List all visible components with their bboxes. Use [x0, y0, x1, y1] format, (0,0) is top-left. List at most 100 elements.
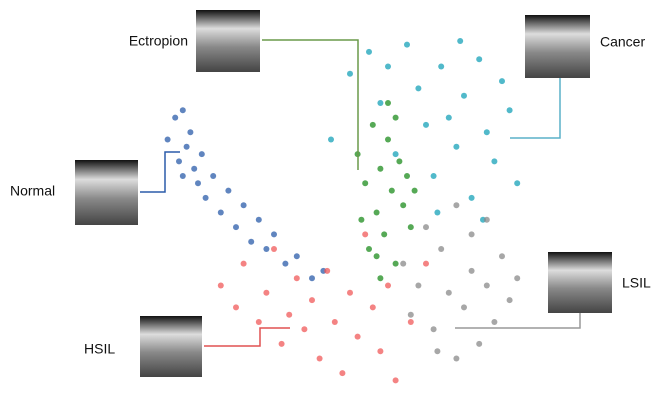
connector	[455, 313, 580, 328]
point	[225, 188, 231, 194]
point	[434, 348, 440, 354]
cluster-label: Normal	[10, 183, 55, 199]
point	[431, 326, 437, 332]
point	[282, 261, 288, 267]
point	[431, 173, 437, 179]
point	[408, 312, 414, 318]
cluster-label: Ectropion	[129, 33, 188, 49]
point	[301, 326, 307, 332]
point	[195, 180, 201, 186]
point	[393, 261, 399, 267]
point	[499, 253, 505, 259]
point	[309, 297, 315, 303]
point	[412, 188, 418, 194]
point	[514, 275, 520, 281]
point	[263, 246, 269, 252]
point	[279, 341, 285, 347]
point	[355, 334, 361, 340]
point	[389, 188, 395, 194]
point	[187, 129, 193, 135]
point	[362, 231, 368, 237]
point	[180, 173, 186, 179]
point	[453, 202, 459, 208]
point	[396, 158, 402, 164]
point	[446, 290, 452, 296]
point	[381, 231, 387, 237]
point	[309, 275, 315, 281]
connector	[204, 328, 290, 346]
point	[461, 304, 467, 310]
point	[415, 283, 421, 289]
point	[434, 210, 440, 216]
point	[165, 137, 171, 143]
point	[191, 166, 197, 172]
point	[370, 304, 376, 310]
point	[393, 115, 399, 121]
point	[358, 217, 364, 223]
point	[453, 356, 459, 362]
point	[256, 319, 262, 325]
point	[385, 100, 391, 106]
point	[203, 195, 209, 201]
point	[476, 56, 482, 62]
point	[233, 304, 239, 310]
thumbnail	[140, 316, 202, 377]
points	[165, 38, 521, 383]
point	[385, 64, 391, 70]
point	[423, 261, 429, 267]
point	[400, 202, 406, 208]
chart: Ectropion Cancer Normal LSIL HSIL	[0, 0, 660, 401]
connector	[510, 78, 560, 138]
point	[199, 151, 205, 157]
point	[469, 231, 475, 237]
point	[423, 224, 429, 230]
point	[332, 319, 338, 325]
point	[366, 49, 372, 55]
point	[469, 195, 475, 201]
point	[404, 42, 410, 48]
point	[374, 253, 380, 259]
thumbnail	[548, 252, 612, 313]
point	[180, 107, 186, 113]
point	[457, 38, 463, 44]
point	[491, 158, 497, 164]
point	[218, 210, 224, 216]
point	[469, 268, 475, 274]
point	[415, 85, 421, 91]
point	[366, 246, 372, 252]
point	[347, 71, 353, 77]
point	[256, 217, 262, 223]
point	[377, 166, 383, 172]
point	[377, 348, 383, 354]
point	[370, 122, 376, 128]
thumbnail	[525, 15, 590, 78]
point	[347, 290, 353, 296]
point	[438, 246, 444, 252]
point	[263, 290, 269, 296]
point	[324, 268, 330, 274]
point	[377, 100, 383, 106]
point	[286, 312, 292, 318]
point	[210, 173, 216, 179]
point	[408, 224, 414, 230]
point	[507, 107, 513, 113]
connector	[140, 152, 180, 192]
point	[374, 210, 380, 216]
point	[172, 115, 178, 121]
point	[484, 283, 490, 289]
point	[294, 275, 300, 281]
point	[476, 341, 482, 347]
point	[294, 253, 300, 259]
point	[400, 261, 406, 267]
point	[218, 283, 224, 289]
point	[328, 137, 334, 143]
point	[271, 231, 277, 237]
point	[176, 158, 182, 164]
point	[339, 370, 345, 376]
point	[317, 356, 323, 362]
thumbnail	[75, 160, 138, 225]
point	[241, 202, 247, 208]
point	[385, 137, 391, 143]
point	[438, 64, 444, 70]
cluster-label: Cancer	[600, 34, 645, 50]
